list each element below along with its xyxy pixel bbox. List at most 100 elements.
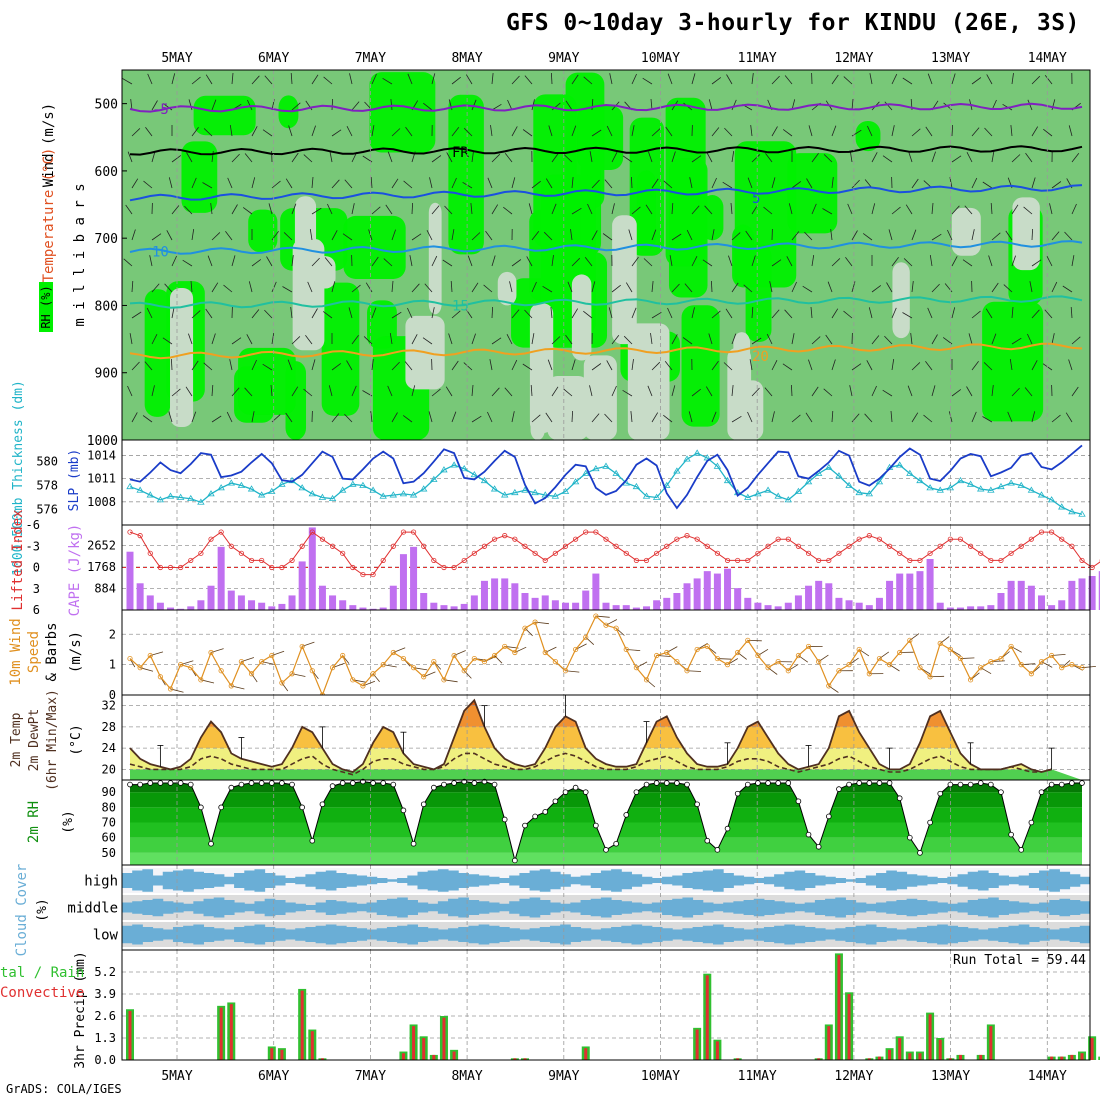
lifted-index-point xyxy=(1069,543,1075,549)
lifted-index-point xyxy=(927,550,933,556)
wind-barb xyxy=(927,307,933,319)
rh-point xyxy=(988,781,994,788)
cape-bar xyxy=(369,608,377,610)
rh-point xyxy=(127,781,133,788)
wind-barb xyxy=(311,308,318,319)
precip-convective-bar xyxy=(948,1058,952,1060)
cloud-bar xyxy=(458,927,469,942)
lifted-index-point xyxy=(542,557,548,564)
wind-barb xyxy=(411,202,413,215)
cloud-bar xyxy=(712,869,724,892)
rh-point xyxy=(856,780,862,786)
isotherm-label: 10 xyxy=(152,245,169,261)
wind-axis-label-3: & Barbs xyxy=(44,622,60,681)
wind-barb xyxy=(708,333,713,345)
wind-barb xyxy=(724,127,733,137)
cloud-bar xyxy=(774,901,785,914)
wind-barb xyxy=(567,281,573,293)
cloud-bar xyxy=(295,876,306,885)
cloud-bar xyxy=(285,878,296,883)
wind-barb xyxy=(1011,306,1014,319)
wind-speed-point xyxy=(643,677,650,683)
wind-barb xyxy=(782,363,793,371)
cape-bar xyxy=(936,602,944,610)
cloud-bar xyxy=(132,924,143,945)
wind-barb xyxy=(251,359,257,371)
wind-barb xyxy=(711,177,717,189)
wind-barb xyxy=(891,307,897,319)
rh-point xyxy=(1069,780,1075,786)
wind-barb xyxy=(205,74,213,85)
cloud-bar xyxy=(244,903,255,912)
cloud-bar xyxy=(937,878,948,883)
cape-bar xyxy=(227,590,235,610)
wind-barb xyxy=(805,412,813,423)
wind-barb xyxy=(689,177,693,189)
temp-axis-label-1: 2m Temp xyxy=(9,712,24,767)
cape-bar xyxy=(754,602,762,610)
cape-bar xyxy=(703,571,711,610)
wind-speed-point xyxy=(248,671,255,677)
rh-point xyxy=(491,781,498,788)
date-label-bottom: 7MAY xyxy=(355,1069,386,1084)
wind-barb xyxy=(1031,360,1038,371)
rh-low-patch xyxy=(588,375,614,440)
thickness-point xyxy=(561,487,570,494)
wind-barb xyxy=(331,230,338,241)
cloud-bar xyxy=(672,875,683,886)
precip-convective-bar xyxy=(837,955,841,1060)
cloud-bar xyxy=(407,924,418,945)
rh-point xyxy=(866,780,873,786)
lifted-index-point xyxy=(785,536,791,542)
wind-barb xyxy=(925,360,933,371)
wind-speed-point xyxy=(1018,662,1024,668)
cloud-bar xyxy=(988,897,999,918)
wind-barb xyxy=(931,202,934,215)
wind-barb xyxy=(191,310,201,319)
wind-barb xyxy=(704,205,713,215)
wind-barb xyxy=(411,385,416,397)
cloud-bar xyxy=(580,875,592,886)
cloud-bar xyxy=(152,875,164,886)
wind-barb xyxy=(251,259,262,267)
cloud-bar xyxy=(386,879,398,882)
cape-bar xyxy=(724,568,732,610)
temp-axis-label-3: (6hr Min/Max) xyxy=(45,689,60,791)
lifted-index-point xyxy=(1028,536,1034,542)
wind-barb xyxy=(370,176,373,189)
cloud-bar xyxy=(570,902,582,913)
wind-barb xyxy=(745,230,753,241)
cloud-bar xyxy=(702,925,714,944)
cloud-bar xyxy=(865,875,877,886)
cloud-bar xyxy=(213,874,225,887)
cloud-bar xyxy=(947,903,959,912)
cloud-bar xyxy=(967,900,979,915)
cloud-bar xyxy=(988,928,999,941)
cloud-bar xyxy=(896,871,908,890)
cloud-bar xyxy=(366,876,378,885)
precip-tick-label: 1.3 xyxy=(94,1031,116,1045)
wind-barb xyxy=(571,359,576,371)
wind-barb xyxy=(303,388,313,397)
rh-axis-label: 2m RH xyxy=(26,801,42,843)
wind-barb xyxy=(711,229,715,241)
rh-point xyxy=(907,834,913,841)
wind-barb xyxy=(331,179,340,189)
wind-speed-point xyxy=(866,671,872,677)
wind-barb xyxy=(391,412,398,423)
wind-barb-10m xyxy=(281,682,289,692)
cloud-axis-label: Cloud Cover xyxy=(14,864,30,957)
cloud-bar xyxy=(1039,928,1050,941)
rh-point xyxy=(542,809,549,815)
lifted-index-point xyxy=(147,550,153,556)
wind-barb xyxy=(708,99,713,111)
wind-barb xyxy=(808,125,813,137)
lifted-index-tick-label: -6 xyxy=(26,518,40,532)
wind-barb xyxy=(908,151,913,163)
wind-barb xyxy=(831,410,834,423)
thickness-point xyxy=(146,491,154,498)
wind-barb xyxy=(711,280,713,293)
thickness-point xyxy=(318,493,327,500)
cloud-bar xyxy=(651,927,663,942)
wind-barb xyxy=(431,255,438,267)
